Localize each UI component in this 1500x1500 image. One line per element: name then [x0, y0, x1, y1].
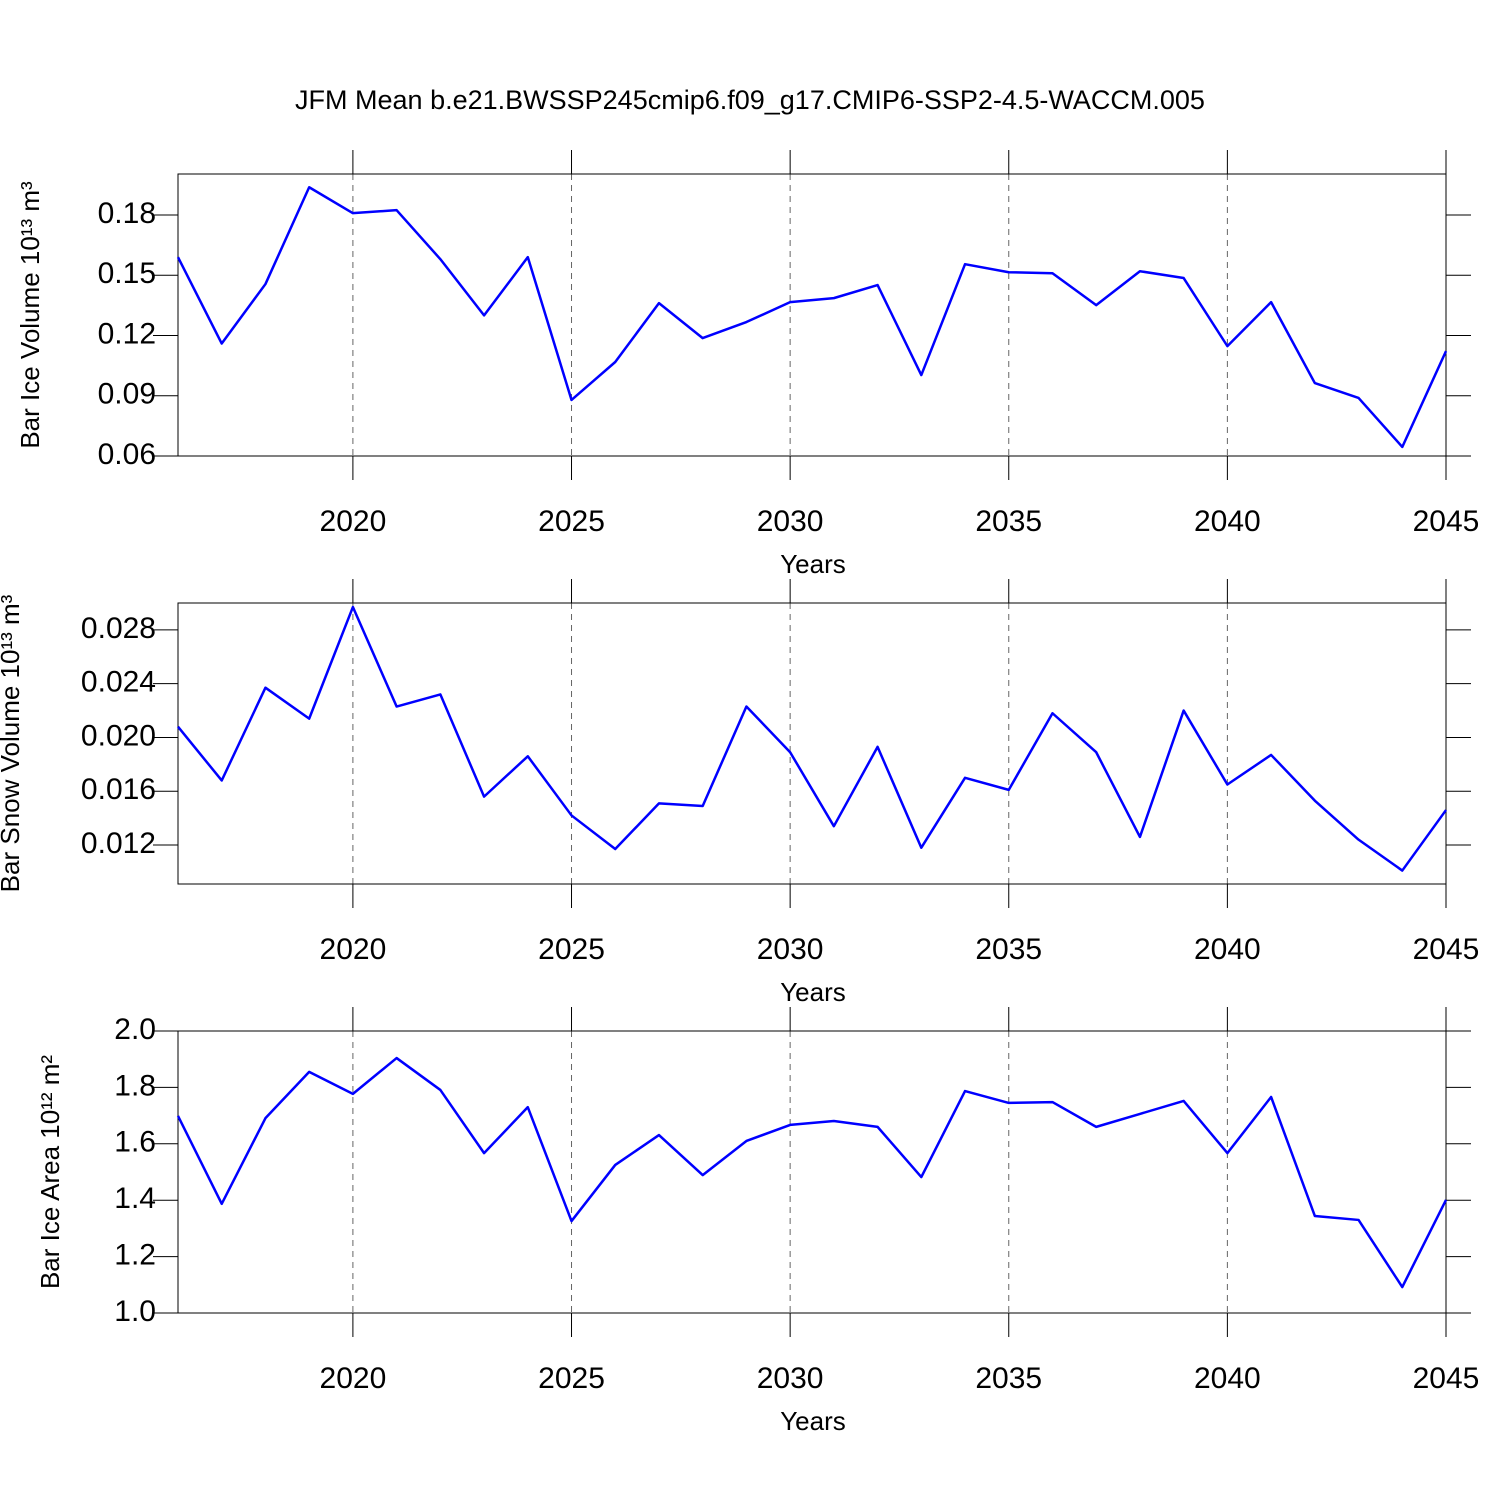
x-tick-label: 2040 — [1194, 933, 1261, 966]
x-tick-label: 2020 — [320, 1362, 387, 1395]
y-tick-label: 0.06 — [98, 438, 156, 471]
x-tick-label: 2030 — [757, 933, 824, 966]
y-tick-label: 0.09 — [98, 378, 156, 411]
y-tick-label: 2.0 — [114, 1013, 156, 1046]
x-tick-label: 2040 — [1194, 1362, 1261, 1395]
x-tick-label: 2025 — [538, 505, 605, 538]
y-axis-title: Bar Ice Area 10¹² m² — [35, 1055, 65, 1289]
data-line — [176, 1056, 1448, 1289]
data-line — [177, 605, 1448, 872]
panel: 2020 2025 2030 2035 2040 2045 1.0 1.2 1.4 1.6 1.8 2… — [35, 1007, 1480, 1436]
data-line — [176, 186, 1448, 449]
y-tick-label: 1.6 — [114, 1126, 156, 1159]
panel: 2020 2025 2030 2035 2040 2045 0.012 0.016 0.020 0… — [0, 579, 1479, 1007]
x-tick-label: 2025 — [538, 933, 605, 966]
chart-title: JFM Mean b.e21.BWSSP245cmip6.f09_g17.CMI… — [295, 85, 1205, 115]
y-tick-label: 0.18 — [98, 197, 156, 230]
y-tick-label: 0.024 — [81, 666, 156, 699]
x-tick-label: 2045 — [1413, 1362, 1480, 1395]
plot-frame — [177, 1030, 1447, 1314]
x-tick-label: 2020 — [320, 505, 387, 538]
x-axis-title: Years — [780, 549, 846, 579]
x-axis-title: Years — [780, 977, 846, 1007]
y-tick-label: 1.4 — [114, 1182, 156, 1215]
x-tick-label: 2035 — [975, 1362, 1042, 1395]
panel: JFM Mean b.e21.BWSSP245cmip6.f09_g17.CMI… — [15, 85, 1480, 579]
x-tick-label: 2020 — [320, 933, 387, 966]
y-axis-title: Bar Snow Volume 10¹³ m³ — [0, 594, 25, 892]
y-tick-label: 1.8 — [114, 1069, 156, 1102]
x-tick-label: 2025 — [538, 1362, 605, 1395]
y-tick-label: 1.2 — [114, 1239, 156, 1272]
x-tick-label: 2045 — [1413, 933, 1480, 966]
x-tick-label: 2045 — [1413, 505, 1480, 538]
y-axis-title: Bar Ice Volume 10¹³ m³ — [15, 181, 45, 449]
y-tick-label: 0.012 — [81, 827, 156, 860]
y-tick-label: 0.15 — [98, 257, 156, 290]
x-tick-label: 2035 — [975, 933, 1042, 966]
y-tick-label: 1.0 — [114, 1295, 156, 1328]
plot-frame — [177, 173, 1447, 457]
x-tick-label: 2040 — [1194, 505, 1261, 538]
y-tick-label: 0.12 — [98, 317, 156, 350]
x-tick-label: 2035 — [975, 505, 1042, 538]
y-tick-label: 0.016 — [81, 773, 156, 806]
y-tick-label: 0.020 — [81, 719, 156, 752]
x-tick-label: 2030 — [757, 505, 824, 538]
x-axis-title: Years — [780, 1406, 846, 1436]
y-tick-label: 0.028 — [81, 612, 156, 645]
x-tick-label: 2030 — [757, 1362, 824, 1395]
plot-frame — [177, 602, 1447, 885]
